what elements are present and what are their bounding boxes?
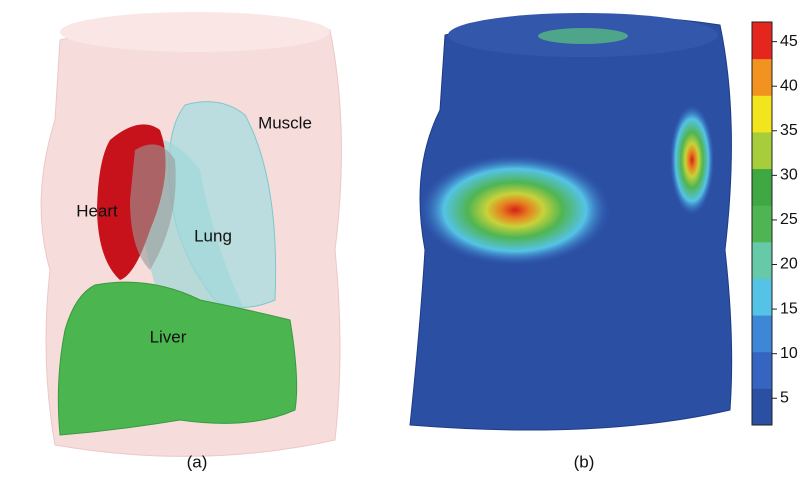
label-liver: Liver	[150, 327, 187, 346]
colorbar-band	[752, 169, 772, 206]
label-muscle: Muscle	[258, 113, 312, 132]
colorbar-band	[752, 59, 772, 96]
colorbar-tick-label: 40	[780, 77, 798, 94]
panel-b: (b) 5 10 15 20 25 30 35 40 45	[410, 13, 798, 471]
colorbar-tick-label: 10	[780, 345, 798, 362]
colorbar-band	[752, 315, 772, 352]
colorbar-tick-label: 25	[780, 211, 798, 228]
label-lung: Lung	[194, 226, 232, 245]
caption-b: (b)	[574, 452, 595, 471]
hotspot-left	[420, 155, 610, 265]
colorbar-band	[752, 22, 772, 59]
colorbar-tick-label: 15	[780, 300, 798, 317]
top-spot	[538, 28, 628, 44]
colorbar-band	[752, 352, 772, 389]
colorbar-band	[752, 95, 772, 132]
hotspot-right	[670, 105, 714, 215]
colorbar-tick-label: 35	[780, 122, 798, 139]
colorbar-band	[752, 242, 772, 279]
colorbar-tick-label: 20	[780, 256, 798, 273]
caption-a: (a)	[187, 452, 208, 471]
figure: Muscle Heart Lung Liver (a) (b) 5 10 15 20 2…	[0, 0, 802, 481]
colorbar-tick-label: 5	[780, 389, 789, 406]
colorbar-band	[752, 278, 772, 315]
colorbar-tick-label: 30	[780, 167, 798, 184]
colorbar-band	[752, 388, 772, 425]
colorbar-band	[752, 205, 772, 242]
muscle-top	[60, 12, 330, 52]
panel-a: Muscle Heart Lung Liver (a)	[41, 12, 341, 471]
colorbar-band	[752, 132, 772, 169]
colorbar: 5 10 15 20 25 30 35 40 45	[752, 22, 798, 426]
colorbar-tick-label: 45	[780, 33, 798, 50]
label-heart: Heart	[76, 201, 118, 220]
